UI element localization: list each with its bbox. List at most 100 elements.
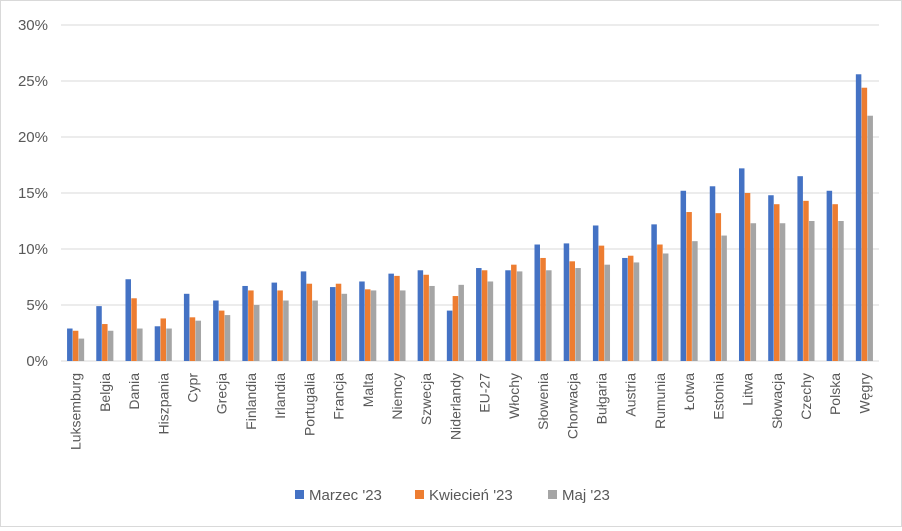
x-tick-label: Czechy [798, 373, 814, 420]
bar [96, 306, 102, 361]
bar [394, 275, 400, 361]
bar [715, 213, 722, 361]
legend-label: Marzec '23 [309, 487, 382, 504]
x-tick-label: Malta [360, 373, 376, 407]
bar [306, 283, 313, 361]
bar [300, 271, 307, 361]
bar [855, 74, 862, 361]
y-tick-label: 15% [18, 185, 48, 202]
bar [633, 262, 640, 361]
bar [487, 281, 494, 361]
bar [657, 244, 663, 361]
bar [160, 318, 166, 361]
bar [651, 224, 657, 361]
bar [137, 328, 143, 361]
bar [283, 300, 289, 361]
bar [248, 290, 254, 361]
x-tick-label: Luksemburg [68, 373, 84, 450]
x-tick-label: Włochy [506, 373, 522, 419]
bar [312, 300, 318, 361]
bar [540, 257, 546, 361]
bar [67, 328, 73, 361]
bar [575, 268, 581, 361]
bar [505, 270, 511, 361]
bar [189, 317, 196, 361]
bar [429, 285, 435, 361]
x-tick-label: Niderlandy [447, 373, 463, 440]
bar [72, 330, 79, 361]
bar [569, 261, 575, 361]
x-tick-label: Łotwa [681, 373, 697, 411]
x-tick-label: Finlandia [243, 373, 259, 430]
bar [458, 284, 464, 361]
bar [365, 289, 371, 361]
bar [750, 223, 757, 361]
bar [335, 283, 342, 361]
x-tick-label: Hiszpania [155, 373, 171, 435]
x-tick-label: Chorwacja [564, 373, 580, 439]
x-tick-label: Słowenia [535, 373, 551, 430]
bar [271, 282, 278, 361]
bar [224, 315, 231, 361]
legend-swatch [415, 490, 424, 499]
bar [516, 271, 523, 361]
x-tick-label: Estonia [710, 373, 726, 420]
x-tick-label: Francja [331, 373, 347, 420]
bar [277, 290, 283, 361]
bar [744, 193, 751, 361]
bar [125, 279, 131, 361]
bar [738, 168, 745, 361]
x-tick-label: Słowacja [769, 373, 785, 429]
bar [78, 338, 85, 361]
bar [546, 270, 552, 361]
x-tick-label: Polska [827, 373, 843, 415]
bar [774, 204, 780, 361]
bar [867, 115, 873, 361]
bar [154, 326, 161, 361]
bar [838, 221, 844, 361]
bar [481, 270, 488, 361]
x-tick-label: Portugalia [301, 373, 317, 436]
bar [592, 225, 599, 361]
bar [423, 274, 429, 361]
x-tick-label: Belgia [97, 373, 113, 412]
bar [107, 330, 114, 361]
bar [563, 243, 570, 361]
legend-swatch [548, 490, 557, 499]
bar [341, 293, 348, 361]
bar [662, 253, 669, 361]
bar [680, 190, 687, 361]
y-tick-label: 0% [26, 353, 48, 370]
x-tick-label: Niemcy [389, 373, 405, 420]
y-tick-label: 25% [18, 73, 48, 90]
legend-label: Maj '23 [562, 487, 610, 504]
bar [604, 264, 611, 361]
y-tick-label: 20% [18, 129, 48, 146]
bar [131, 298, 137, 361]
bar [446, 310, 453, 361]
x-tick-label: Irlandia [272, 373, 288, 419]
bar [709, 186, 716, 361]
bar [166, 328, 172, 361]
bar [242, 285, 248, 361]
bar [388, 273, 394, 361]
legend-label: Kwiecień '23 [429, 487, 513, 504]
bar [476, 268, 482, 361]
y-tick-label: 5% [26, 297, 48, 314]
bar [832, 204, 838, 361]
bar [511, 264, 517, 361]
bar [797, 176, 803, 361]
x-tick-label: Grecja [214, 373, 230, 414]
bar [809, 221, 815, 361]
legend: Marzec '23 Kwiecień '23 Maj '23 [295, 487, 610, 504]
bar [213, 300, 219, 361]
bar [768, 195, 774, 361]
bar [534, 244, 540, 361]
legend-swatch [295, 490, 304, 499]
x-tick-label: Litwa [740, 373, 756, 406]
x-tick-label: Cypr [184, 373, 200, 403]
y-tick-label: 10% [18, 241, 48, 258]
bar [598, 245, 605, 361]
